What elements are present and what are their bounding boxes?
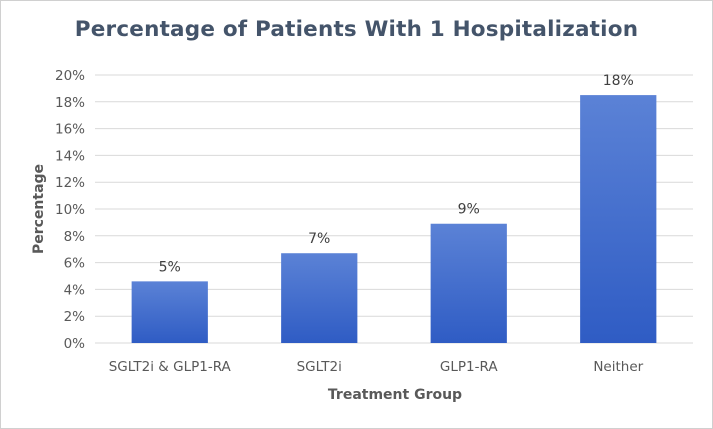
x-axis-ticks: SGLT2i & GLP1-RA SGLT2i GLP1-RA Neither xyxy=(109,359,644,375)
y-tick-label: 18% xyxy=(55,95,85,111)
bars xyxy=(131,95,657,343)
y-tick-label: 12% xyxy=(55,175,85,191)
y-tick-label: 16% xyxy=(55,122,85,138)
y-tick-label: 20% xyxy=(55,68,85,84)
y-axis-ticks: 0% 2% 4% 6% 8% 10% 12% 14% 16% 18% 20% xyxy=(55,68,85,352)
x-axis-title: Treatment Group xyxy=(328,387,462,403)
y-tick-label: 10% xyxy=(55,202,85,218)
y-tick-label: 14% xyxy=(55,148,85,164)
y-tick-label: 4% xyxy=(64,282,86,298)
data-label: 7% xyxy=(308,231,330,247)
data-label: 9% xyxy=(458,202,480,218)
data-labels: 5% 7% 9% 18% xyxy=(159,73,634,275)
bar xyxy=(281,253,358,343)
y-tick-label: 2% xyxy=(64,309,86,325)
chart-title: Percentage of Patients With 1 Hospitaliz… xyxy=(74,17,639,42)
x-tick-label: SGLT2i xyxy=(297,359,342,375)
y-tick-label: 8% xyxy=(64,229,86,245)
bar xyxy=(580,95,657,343)
x-tick-label: Neither xyxy=(593,359,643,375)
y-axis-title: Percentage xyxy=(31,164,47,254)
y-tick-label: 6% xyxy=(64,256,86,272)
bar xyxy=(430,223,507,343)
bar xyxy=(131,281,208,343)
y-tick-label: 0% xyxy=(64,336,86,352)
data-label: 5% xyxy=(159,259,181,275)
x-tick-label: SGLT2i & GLP1-RA xyxy=(109,359,232,375)
x-tick-label: GLP1-RA xyxy=(440,359,498,375)
data-label: 18% xyxy=(603,73,634,89)
